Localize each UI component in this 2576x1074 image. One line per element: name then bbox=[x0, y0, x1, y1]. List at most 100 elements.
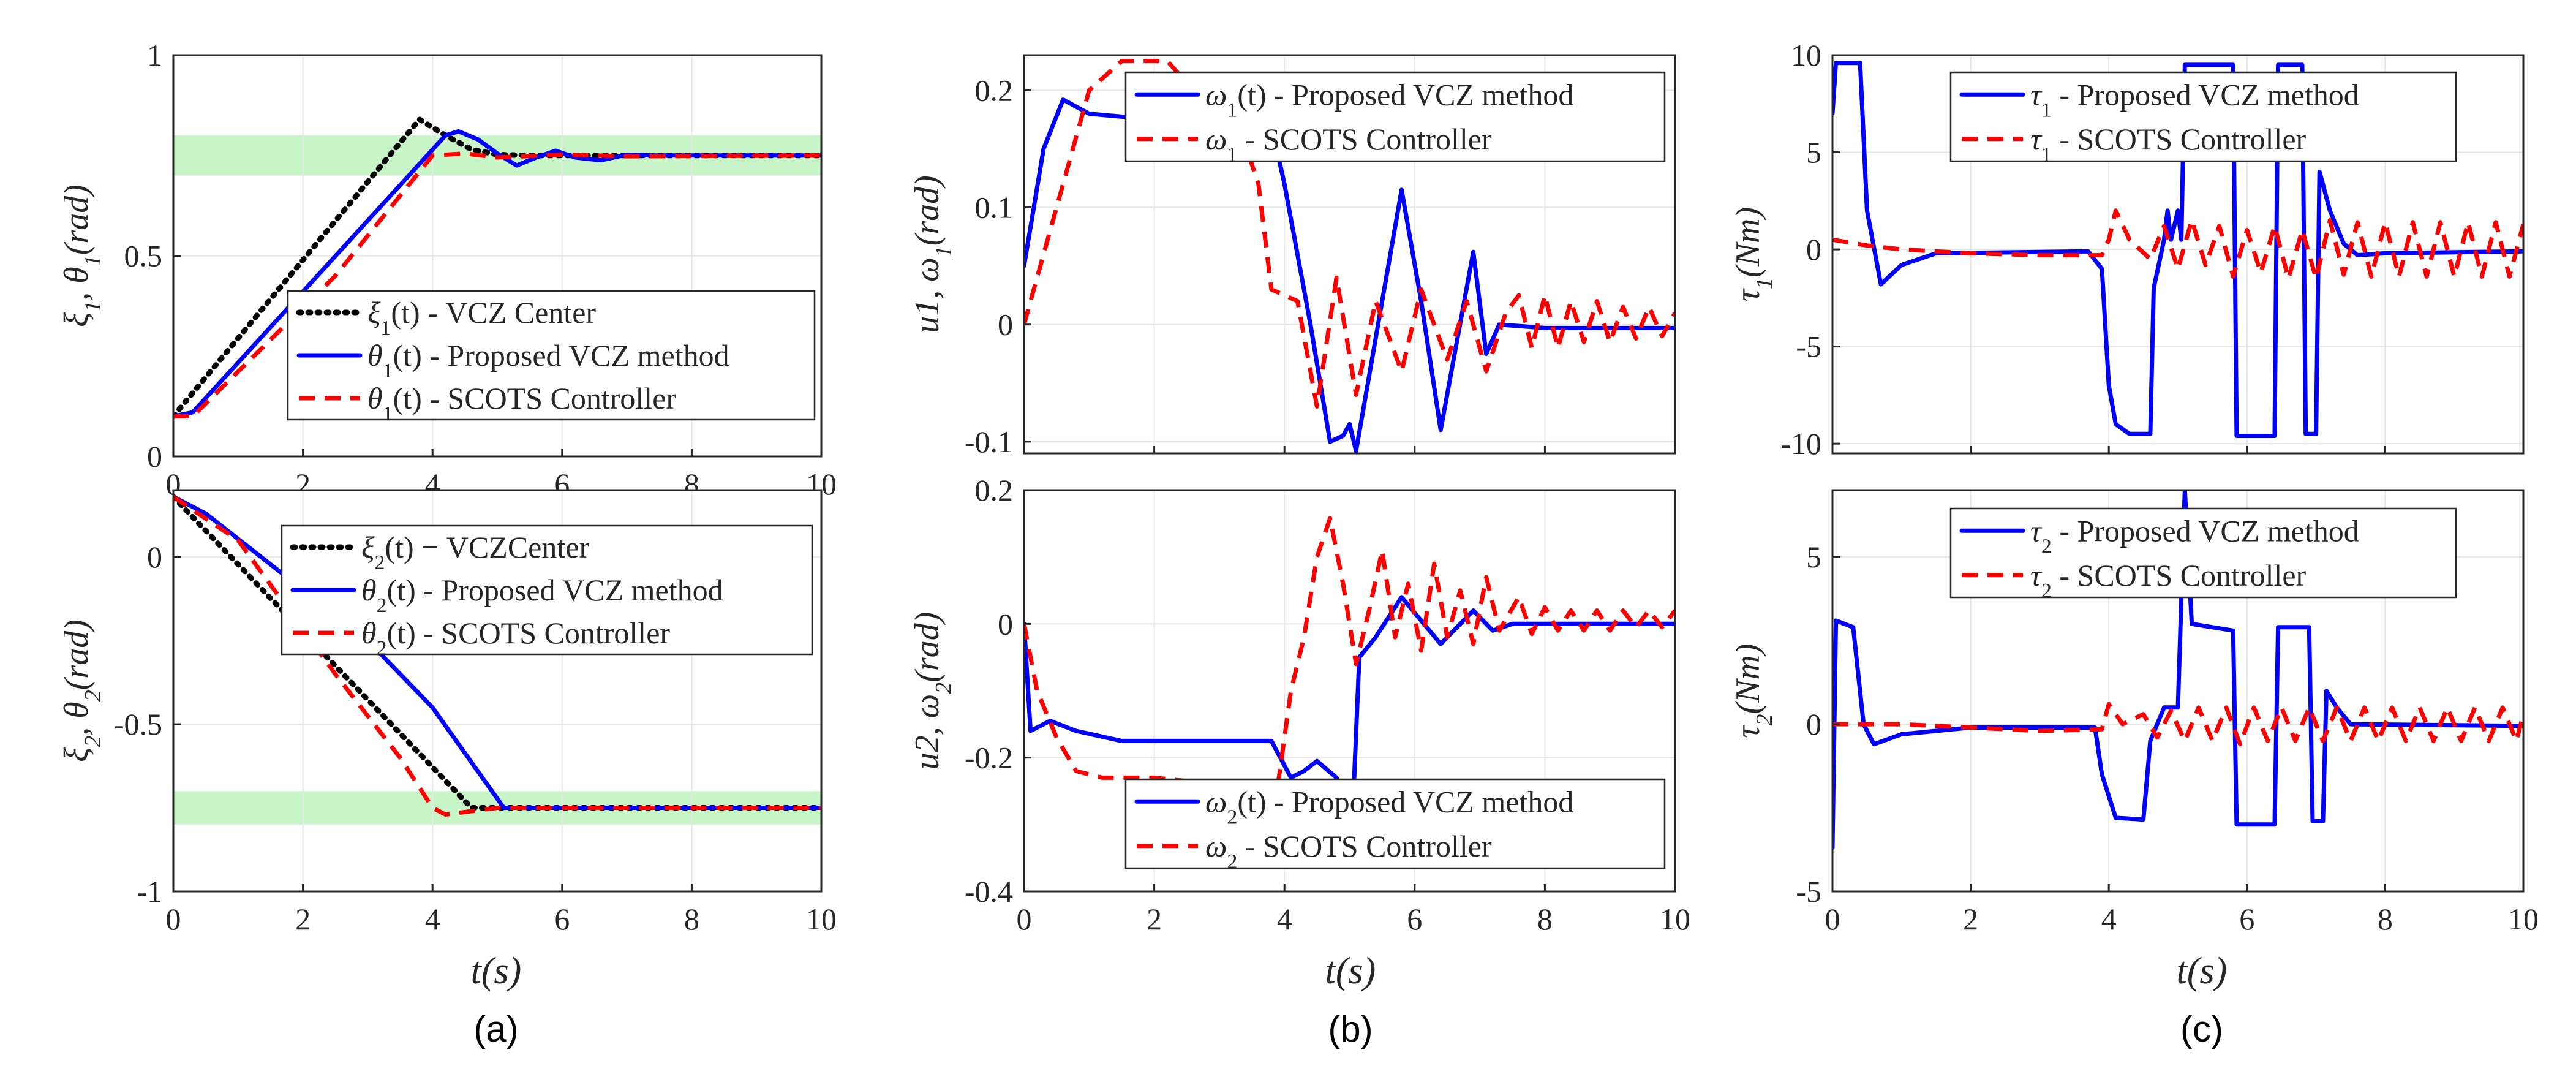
svg-text:τ1(Nm): τ1(Nm) bbox=[1729, 207, 1777, 301]
y-tick-label: -0.5 bbox=[114, 707, 162, 741]
x-tick-label: 10 bbox=[1660, 902, 1690, 936]
caption-b: (b) bbox=[1328, 1008, 1373, 1049]
y-tick-label: 0 bbox=[1806, 707, 1821, 741]
xlabel-b: t(s) bbox=[1325, 950, 1376, 992]
svg-text:ξ1, θ1(rad): ξ1, θ1(rad) bbox=[58, 184, 106, 327]
series-line-c1-0 bbox=[1832, 61, 2523, 438]
legend-entry: θ2(t) - SCOTS Controller bbox=[361, 616, 670, 660]
x-tick-label: 10 bbox=[2508, 902, 2539, 936]
legend-entry: ω2 - SCOTS Controller bbox=[1205, 829, 1492, 873]
y-axis-label: τ1(Nm) bbox=[1729, 207, 1777, 301]
y-tick-label: 0.1 bbox=[975, 191, 1014, 225]
legend-box bbox=[1124, 71, 1666, 162]
legend-entry: θ1(t) - Proposed VCZ method bbox=[367, 338, 729, 382]
x-tick-label: 6 bbox=[554, 902, 570, 936]
axes-box bbox=[1023, 54, 1676, 455]
series-line-a2-2 bbox=[173, 494, 821, 817]
xlabel-c: t(s) bbox=[2177, 950, 2228, 992]
x-tick-label: 8 bbox=[2378, 902, 2393, 936]
legend-entry: τ1 - Proposed VCZ method bbox=[2030, 77, 2359, 121]
x-tick-label: 0 bbox=[1825, 902, 1840, 936]
y-tick-label: 5 bbox=[1806, 540, 1821, 574]
legend-entry: τ2 - SCOTS Controller bbox=[2030, 558, 2307, 602]
y-axis-label: ξ1, θ1(rad) bbox=[58, 184, 106, 327]
caption-c: (c) bbox=[2180, 1008, 2223, 1049]
legend-box bbox=[1949, 507, 2457, 599]
y-axis-label: u1, ω1(rad) bbox=[908, 175, 957, 333]
legend-entry: τ1 - SCOTS Controller bbox=[2030, 122, 2307, 166]
y-axis-label: ξ2, θ2(rad) bbox=[58, 619, 106, 762]
legend-entry: θ2(t) - Proposed VCZ method bbox=[361, 573, 723, 617]
legend-entry: ξ1(t) - VCZ Center bbox=[367, 295, 596, 339]
x-tick-label: 0 bbox=[166, 902, 181, 936]
y-tick-label: 0.2 bbox=[975, 73, 1014, 107]
y-tick-label: -0.1 bbox=[965, 425, 1013, 459]
svg-text:ξ2, θ2(rad): ξ2, θ2(rad) bbox=[58, 619, 106, 762]
chart-b1: -0.1 0 0.1 0.2 u1, ω1(rad) ω1(t) - Proposed V… bbox=[908, 54, 1676, 459]
x-tick-label: 8 bbox=[1537, 902, 1553, 936]
y-tick-label: -0.4 bbox=[965, 874, 1013, 909]
series-line-c2-0 bbox=[1832, 490, 2523, 850]
y-tick-label: 0 bbox=[998, 607, 1013, 641]
axes-box bbox=[1023, 489, 1676, 893]
series-line-a1-2 bbox=[173, 151, 821, 418]
y-axis-label: u2, ω2(rad) bbox=[908, 612, 957, 770]
y-tick-label: 1 bbox=[147, 38, 162, 72]
x-tick-label: 4 bbox=[1277, 902, 1292, 936]
y-axis-label: τ2(Nm) bbox=[1729, 643, 1777, 738]
legend-entry: ω2(t) - Proposed VCZ method bbox=[1205, 784, 1573, 828]
y-tick-label: 0 bbox=[1806, 232, 1821, 267]
y-tick-label: 0 bbox=[147, 439, 162, 474]
chart-a2: 0 2 4 6 8 10 -1 -0.5 0 ξ2, θ2(rad) ξ2(t) − VCZCent… bbox=[58, 489, 837, 936]
axes-box bbox=[1831, 54, 2525, 455]
xlabel-a: t(s) bbox=[471, 950, 522, 992]
y-tick-label: -0.2 bbox=[965, 741, 1013, 775]
legend-box bbox=[287, 290, 816, 421]
series-line-c1-1 bbox=[1832, 208, 2523, 281]
series-line-a2-1 bbox=[173, 494, 821, 810]
series-line-c2-1 bbox=[1832, 702, 2523, 747]
x-tick-label: 10 bbox=[806, 902, 837, 936]
y-tick-label: -10 bbox=[1780, 426, 1821, 461]
y-tick-label: 10 bbox=[1791, 38, 1821, 72]
x-tick-label: 0 bbox=[1017, 902, 1032, 936]
legend-box bbox=[1124, 778, 1666, 869]
x-tick-label: 4 bbox=[425, 902, 440, 936]
legend-box bbox=[1949, 71, 2457, 162]
caption-a: (a) bbox=[473, 1008, 518, 1049]
y-tick-label: 5 bbox=[1806, 135, 1821, 170]
y-tick-label: 0.2 bbox=[975, 473, 1014, 507]
chart-c1: -10 -5 0 5 10 τ1(Nm) τ1 - Proposed VCZ methodτ… bbox=[1729, 38, 2525, 461]
x-tick-label: 2 bbox=[295, 902, 311, 936]
y-tick-label: -5 bbox=[1796, 330, 1821, 364]
legend-entry: τ2 - Proposed VCZ method bbox=[2030, 513, 2359, 558]
legend-entry: θ1(t) - SCOTS Controller bbox=[367, 381, 676, 425]
y-tick-label: -1 bbox=[137, 874, 162, 909]
svg-text:τ2(Nm): τ2(Nm) bbox=[1729, 643, 1777, 738]
legend-entry: ω1 - SCOTS Controller bbox=[1205, 122, 1492, 166]
svg-text:u1, ω1(rad): u1, ω1(rad) bbox=[908, 175, 957, 333]
svg-text:u2, ω2(rad): u2, ω2(rad) bbox=[908, 612, 957, 770]
series-line-a1-1 bbox=[173, 129, 821, 418]
y-tick-label: 0 bbox=[147, 540, 162, 574]
series-line-b1-1 bbox=[1024, 59, 1675, 409]
y-tick-label: 0.5 bbox=[124, 239, 163, 273]
x-tick-label: 6 bbox=[2239, 902, 2254, 936]
legend-box bbox=[281, 524, 813, 656]
x-tick-label: 6 bbox=[1407, 902, 1422, 936]
x-tick-label: 2 bbox=[1963, 902, 1978, 936]
legend-entry: ω1(t) - Proposed VCZ method bbox=[1205, 77, 1573, 121]
y-tick-label: -5 bbox=[1796, 874, 1821, 909]
axes-box bbox=[1831, 489, 2525, 893]
legend-entry: ξ2(t) − VCZCenter bbox=[361, 530, 589, 574]
chart-b2: 0 2 4 6 8 10 -0.4 -0.2 0 0.2 u2, ω2(rad) ω2(t) - Pr… bbox=[908, 473, 1690, 936]
